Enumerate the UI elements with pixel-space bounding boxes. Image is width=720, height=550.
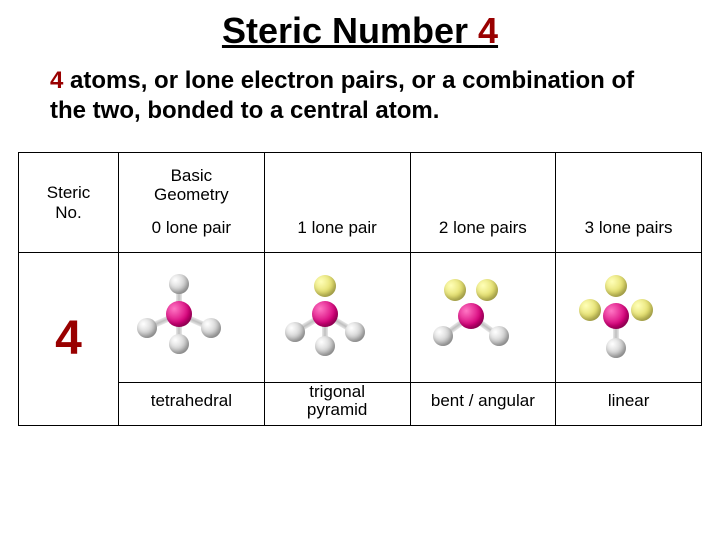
cell-bent-mol — [410, 253, 556, 383]
header-3-lone-pairs: 3 lone pairs — [556, 153, 702, 253]
central-atom — [603, 303, 629, 329]
central-atom — [312, 301, 338, 327]
table-header-row: Steric No. Basic Geometry 0 lone pair 1 … — [19, 153, 702, 253]
lone-pair — [579, 299, 601, 321]
label-trigonal-pyramid: trigonal pyramid — [264, 383, 410, 426]
header-basic-geometry: Basic Geometry 0 lone pair — [119, 153, 265, 253]
geometry-table: Steric No. Basic Geometry 0 lone pair 1 … — [18, 152, 702, 426]
bonded-atom — [169, 274, 189, 294]
header-basic-line1: Basic — [119, 167, 264, 186]
bonded-atom — [137, 318, 157, 338]
lone-pair — [314, 275, 336, 297]
molecule-bent — [411, 268, 556, 368]
bonded-atom — [345, 322, 365, 342]
description: 4 atoms, or lone electron pairs, or a co… — [50, 66, 670, 126]
cell-tetrahedral-mol — [119, 253, 265, 383]
bonded-atom — [201, 318, 221, 338]
bonded-atom — [315, 336, 335, 356]
header-steric-line2: No. — [19, 203, 118, 223]
header-2-lone-pairs: 2 lone pairs — [410, 153, 556, 253]
table-shape-labels-row: tetrahedral trigonal pyramid bent / angu… — [19, 383, 702, 426]
central-atom — [166, 301, 192, 327]
bonded-atom — [169, 334, 189, 354]
bonded-atom — [606, 338, 626, 358]
lone-pair — [444, 279, 466, 301]
bonded-atom — [285, 322, 305, 342]
label-linear: linear — [556, 383, 702, 426]
central-atom — [458, 303, 484, 329]
description-rest: atoms, or lone electron pairs, or a comb… — [50, 67, 634, 124]
cell-trigonal-pyramid-mol — [264, 253, 410, 383]
description-leading: 4 — [50, 67, 63, 94]
bonded-atom — [433, 326, 453, 346]
header-1-lone-pair: 1 lone pair — [264, 153, 410, 253]
label-tetrahedral: tetrahedral — [119, 383, 265, 426]
steric-value: 4 — [55, 312, 82, 365]
header-steric-no: Steric No. — [19, 153, 119, 253]
lone-pair — [476, 279, 498, 301]
cell-steric-value: 4 — [19, 253, 119, 426]
bonded-atom — [489, 326, 509, 346]
cell-linear-mol — [556, 253, 702, 383]
header-basic-line2: Geometry — [119, 186, 264, 205]
table-row: 4 — [19, 253, 702, 383]
molecule-tetrahedral — [119, 268, 264, 368]
title-number: 4 — [478, 10, 498, 51]
label-bent: bent / angular — [410, 383, 556, 426]
title-prefix: Steric Number — [222, 10, 478, 51]
lone-pair — [631, 299, 653, 321]
header-0-lone-pair: 0 lone pair — [119, 218, 264, 238]
lone-pair — [605, 275, 627, 297]
page-title: Steric Number 4 — [0, 10, 720, 52]
header-steric-line1: Steric — [19, 183, 118, 203]
molecule-linear — [556, 268, 701, 368]
molecule-trigonal-pyramid — [265, 268, 410, 368]
